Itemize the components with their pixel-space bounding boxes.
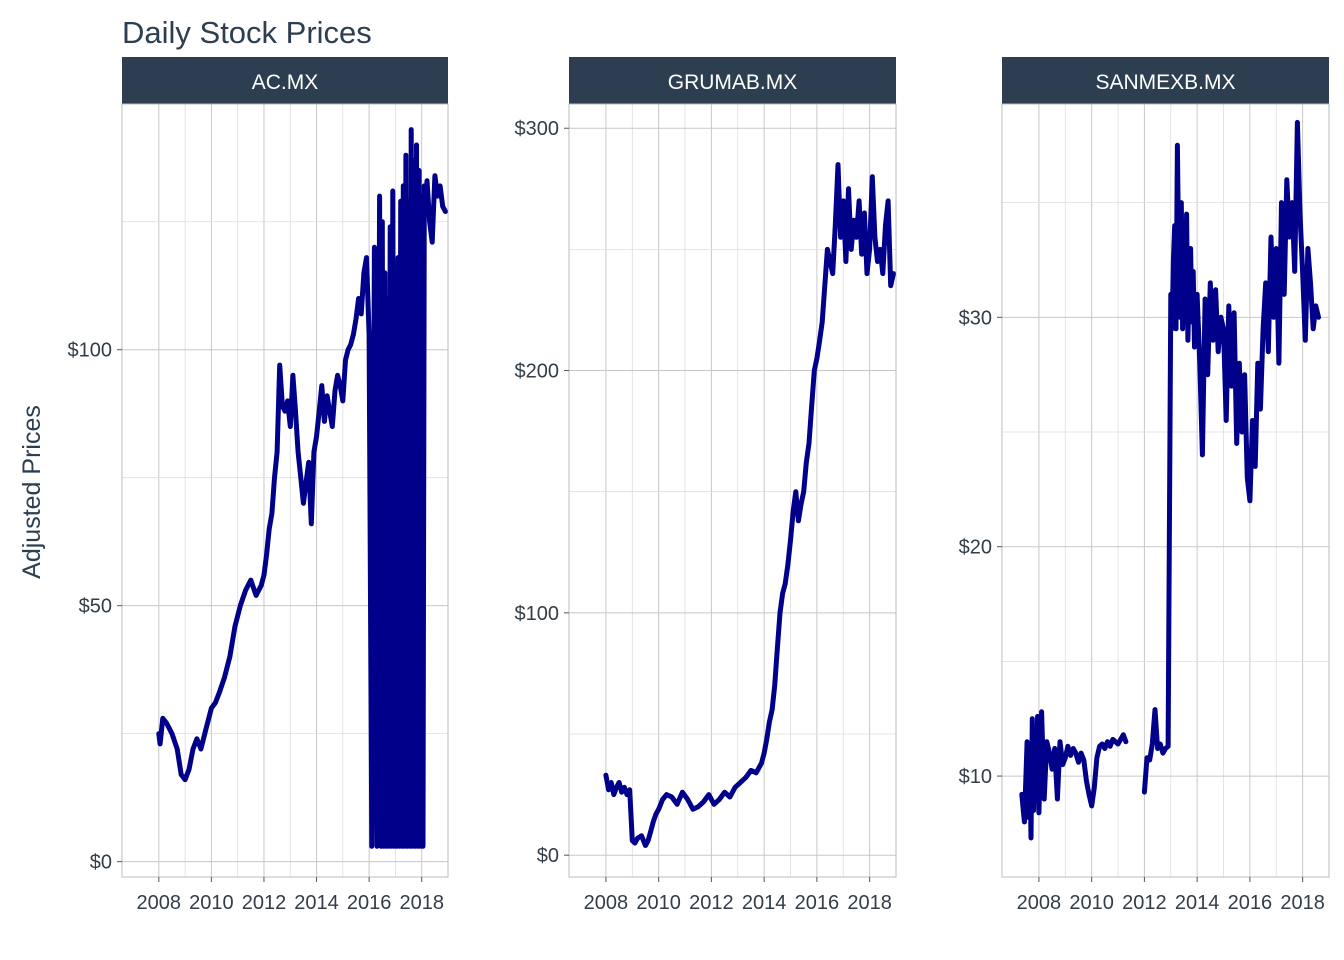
- price-line-ac-mx: [156, 127, 448, 849]
- x-tick-label: 2016: [347, 892, 392, 914]
- chart-title: Daily Stock Prices: [122, 15, 372, 50]
- facet-strip: [1002, 57, 1329, 104]
- x-tick-label: 2012: [242, 892, 287, 914]
- facet-strip: [569, 57, 896, 104]
- x-tick-label: 2012: [689, 892, 734, 914]
- x-tick-label: 2010: [636, 892, 681, 914]
- facet-strip-label: SANMEXB.MX: [1095, 71, 1235, 94]
- y-tick-label: $300: [515, 118, 560, 140]
- x-tick-label: 2014: [1175, 892, 1220, 914]
- x-tick-label: 2014: [742, 892, 787, 914]
- y-tick-label: $50: [79, 596, 112, 618]
- y-tick-label: $10: [959, 766, 992, 788]
- panel-sanmexb-mx: SANMEXB.MX 2008 2010 2012 2014 2016 2018 $10 $20…: [959, 57, 1330, 914]
- y-tick-label: $0: [90, 852, 112, 874]
- y-tick-label: $100: [68, 340, 113, 362]
- facet-strip: [122, 57, 448, 104]
- panel-frame: [568, 103, 897, 878]
- y-tick-label: $200: [515, 361, 560, 383]
- y-axis-label: Adjusted Prices: [18, 405, 46, 579]
- x-tick-label: 2018: [847, 892, 892, 914]
- price-line-sanmexb-mx: [1019, 119, 1321, 841]
- y-tick-label: $20: [959, 537, 992, 559]
- panel-ac-mx: AC.MX 2008 2010 2012 2014 2016 2018 $0 $50 $100: [68, 57, 449, 914]
- x-tick-label: 2008: [584, 892, 629, 914]
- panel-frame: [121, 103, 449, 878]
- x-tick-label: 2016: [1228, 892, 1273, 914]
- x-tick-label: 2008: [1017, 892, 1062, 914]
- x-tick-label: 2018: [1280, 892, 1325, 914]
- panel-frame: [1001, 103, 1330, 878]
- x-tick-label: 2008: [137, 892, 182, 914]
- x-tick-label: 2010: [1069, 892, 1114, 914]
- price-line-grumab-mx: [603, 162, 896, 848]
- facet-strip-label: GRUMAB.MX: [668, 71, 798, 94]
- y-tick-label: $100: [515, 603, 560, 625]
- y-tick-label: $30: [959, 307, 992, 329]
- x-tick-label: 2018: [399, 892, 444, 914]
- x-tick-label: 2016: [795, 892, 840, 914]
- panel-grumab-mx: GRUMAB.MX 2008 2010 2012 2014 2016 2018 $0 $100 $…: [515, 57, 897, 914]
- y-tick-label: $0: [537, 845, 559, 867]
- x-tick-label: 2012: [1122, 892, 1167, 914]
- x-tick-label: 2010: [189, 892, 234, 914]
- x-tick-label: 2014: [294, 892, 339, 914]
- facet-strip-label: AC.MX: [252, 71, 319, 94]
